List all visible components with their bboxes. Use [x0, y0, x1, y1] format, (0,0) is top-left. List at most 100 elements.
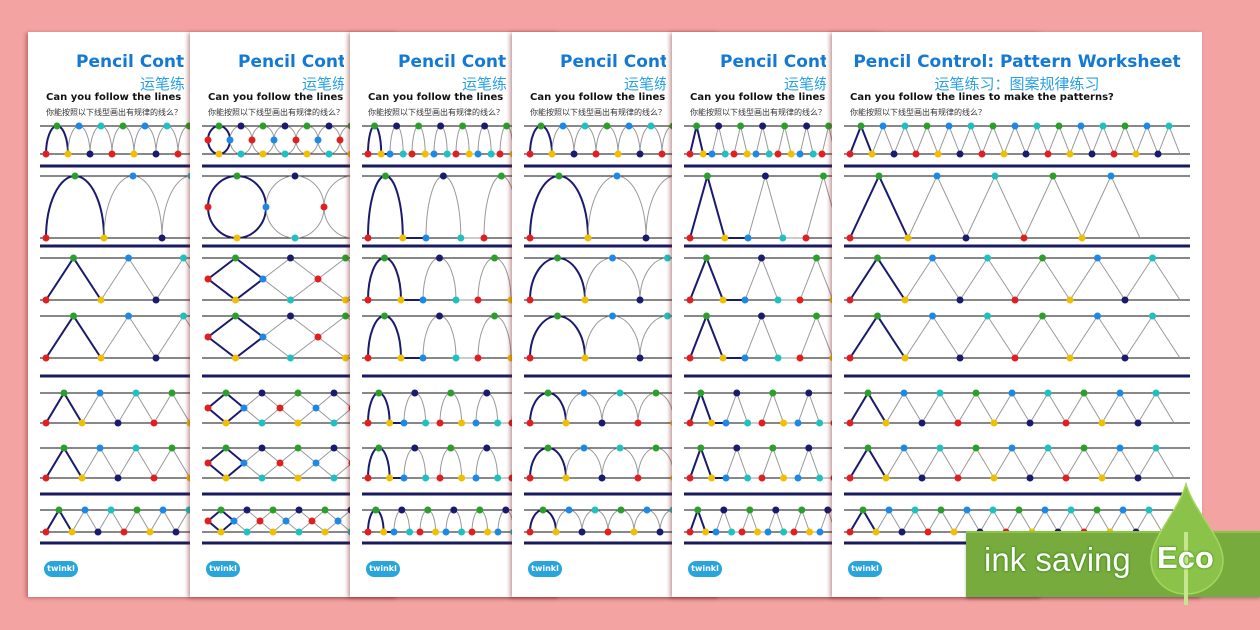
pattern-dot [956, 150, 964, 158]
pattern-dot [258, 444, 266, 452]
pattern-stroke [907, 174, 967, 239]
pattern-dot [217, 528, 225, 536]
pattern-dot [652, 389, 660, 397]
pattern-dot [991, 172, 999, 180]
pattern-stroke [403, 392, 440, 424]
pattern-dot [42, 296, 50, 304]
pattern-stroke [921, 447, 959, 479]
pattern-stroke [439, 447, 476, 479]
instruction: Can you follow the lines to make the pat… [208, 92, 344, 103]
pattern-stroke [1014, 315, 1071, 359]
pattern-dot [259, 122, 267, 130]
pattern-dot [107, 506, 115, 514]
pattern-dot [722, 474, 730, 482]
instruction: Can you follow the lines to make the pat… [368, 92, 506, 103]
pattern-dot [765, 150, 773, 158]
pattern-stroke [445, 509, 472, 533]
pattern-dot [114, 474, 122, 482]
pattern-stroke [1065, 447, 1103, 479]
pattern-dot [94, 528, 102, 536]
pattern-dot [422, 419, 430, 427]
pattern-dot [962, 234, 970, 242]
pattern-dot [526, 354, 534, 362]
pattern-stroke [243, 392, 281, 424]
pattern-dot [1121, 122, 1129, 130]
pattern-stroke [262, 257, 319, 301]
pattern-dot [526, 234, 534, 242]
pattern-dot [232, 312, 239, 320]
pattern-dot [325, 150, 333, 158]
pattern-dot [294, 389, 302, 397]
pattern-dot [476, 506, 484, 514]
pattern-dot [769, 389, 777, 397]
pattern-dot [120, 528, 128, 536]
pattern-stroke [477, 125, 500, 155]
pattern-dot [281, 150, 289, 158]
pattern-dot [936, 389, 944, 397]
pattern-dot [452, 150, 460, 158]
pattern-dot [818, 150, 826, 158]
pattern-dot [598, 474, 606, 482]
pattern-dot [312, 404, 320, 412]
instruction-cn: 你能按照以下线型画出有规律的线么？ [208, 108, 344, 117]
pattern-dot [864, 444, 872, 452]
page-title: Pencil Control: Pattern Worksheet [398, 52, 506, 72]
pattern-dot [1015, 506, 1023, 514]
pattern-dot [233, 172, 241, 180]
pattern-dot [636, 296, 644, 304]
pattern-dot [132, 444, 140, 452]
pattern-dot [269, 528, 277, 536]
pattern-dot [719, 296, 727, 304]
pattern-dot [180, 312, 187, 320]
instruction-cn: 你能按照以下线型画出有规律的线么？ [46, 108, 182, 117]
pattern-dot [989, 506, 997, 514]
pattern-stroke [425, 175, 484, 239]
pattern-stroke [153, 392, 191, 424]
pattern-dot [204, 203, 212, 211]
pattern-dot [1067, 506, 1075, 514]
pattern-dot [613, 172, 621, 180]
pattern-stroke [403, 447, 440, 479]
pattern-dot [129, 172, 137, 180]
pattern-dot [918, 419, 926, 427]
pattern-dot [108, 150, 116, 158]
pattern-stroke [1023, 174, 1083, 239]
pattern-stroke [207, 175, 268, 239]
pattern-stroke [885, 447, 923, 479]
pattern-dot [258, 474, 266, 482]
pattern-dot [377, 150, 385, 158]
eco-label: Eco [1157, 540, 1214, 575]
pattern-dot [1011, 122, 1019, 130]
pattern-dot [752, 150, 760, 158]
pattern-dot [430, 150, 438, 158]
pattern-stroke [1069, 257, 1126, 301]
pattern-dot [719, 354, 727, 362]
pattern-stroke [422, 315, 478, 359]
pattern-dot [259, 333, 267, 341]
pattern-dot [159, 506, 167, 514]
pattern-dot [900, 444, 908, 452]
pattern-dot [364, 234, 372, 242]
pattern-stroke [529, 315, 586, 359]
pattern-dot [580, 389, 588, 397]
pattern-dot [303, 150, 311, 158]
pattern-dot [458, 528, 466, 536]
pattern-dot [630, 528, 638, 536]
pattern-dot [97, 122, 105, 130]
pattern-dot [372, 506, 380, 514]
pattern-dot [578, 528, 586, 536]
pattern-dot [1062, 474, 1070, 482]
pattern-stroke [393, 509, 420, 533]
pattern-dot [70, 254, 77, 262]
pattern-dot [282, 517, 290, 525]
pattern-dot [68, 528, 76, 536]
pattern-dot [481, 122, 489, 130]
pattern-dot [55, 506, 63, 514]
pattern-stroke [1135, 124, 1159, 155]
pattern-dot [204, 136, 212, 144]
pattern-stroke [279, 392, 317, 424]
pattern-stroke [1157, 124, 1181, 155]
pattern-dot [737, 122, 745, 130]
pattern-stroke [689, 125, 712, 155]
pattern-dot [411, 444, 419, 452]
